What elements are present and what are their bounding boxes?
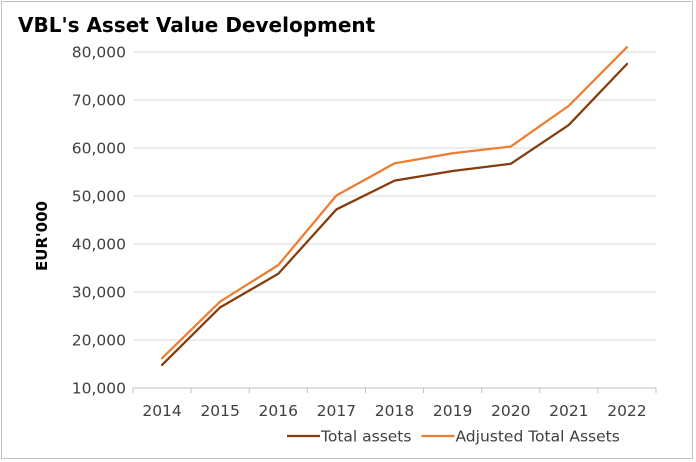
x-tick-label: 2022 xyxy=(607,402,646,420)
series-line-2 xyxy=(160,46,629,360)
y-tick-label: 80,000 xyxy=(72,44,126,62)
y-tick-label: 60,000 xyxy=(72,140,126,158)
chart-title: VBL's Asset Value Development xyxy=(18,13,376,37)
series-line-1 xyxy=(160,62,629,367)
legend-label-1: Total assets xyxy=(320,428,411,446)
y-tick-label: 70,000 xyxy=(72,92,126,110)
y-axis-label: EUR'000 xyxy=(33,201,51,271)
x-tick-label: 2017 xyxy=(317,402,356,420)
legend-label-2: Adjusted Total Assets xyxy=(455,428,619,446)
y-tick-label: 10,000 xyxy=(72,380,126,398)
x-tick-label: 2016 xyxy=(259,402,298,420)
x-tick-label: 2019 xyxy=(433,402,472,420)
y-tick-label: 30,000 xyxy=(72,284,126,302)
x-tick-label: 2021 xyxy=(549,402,588,420)
x-tick-label: 2020 xyxy=(491,402,530,420)
y-tick-label: 50,000 xyxy=(72,188,126,206)
x-tick-label: 2018 xyxy=(375,402,414,420)
x-tick-label: 2015 xyxy=(200,402,239,420)
x-tick-label: 2014 xyxy=(142,402,181,420)
y-tick-label: 40,000 xyxy=(72,236,126,254)
y-tick-label: 20,000 xyxy=(72,332,126,350)
